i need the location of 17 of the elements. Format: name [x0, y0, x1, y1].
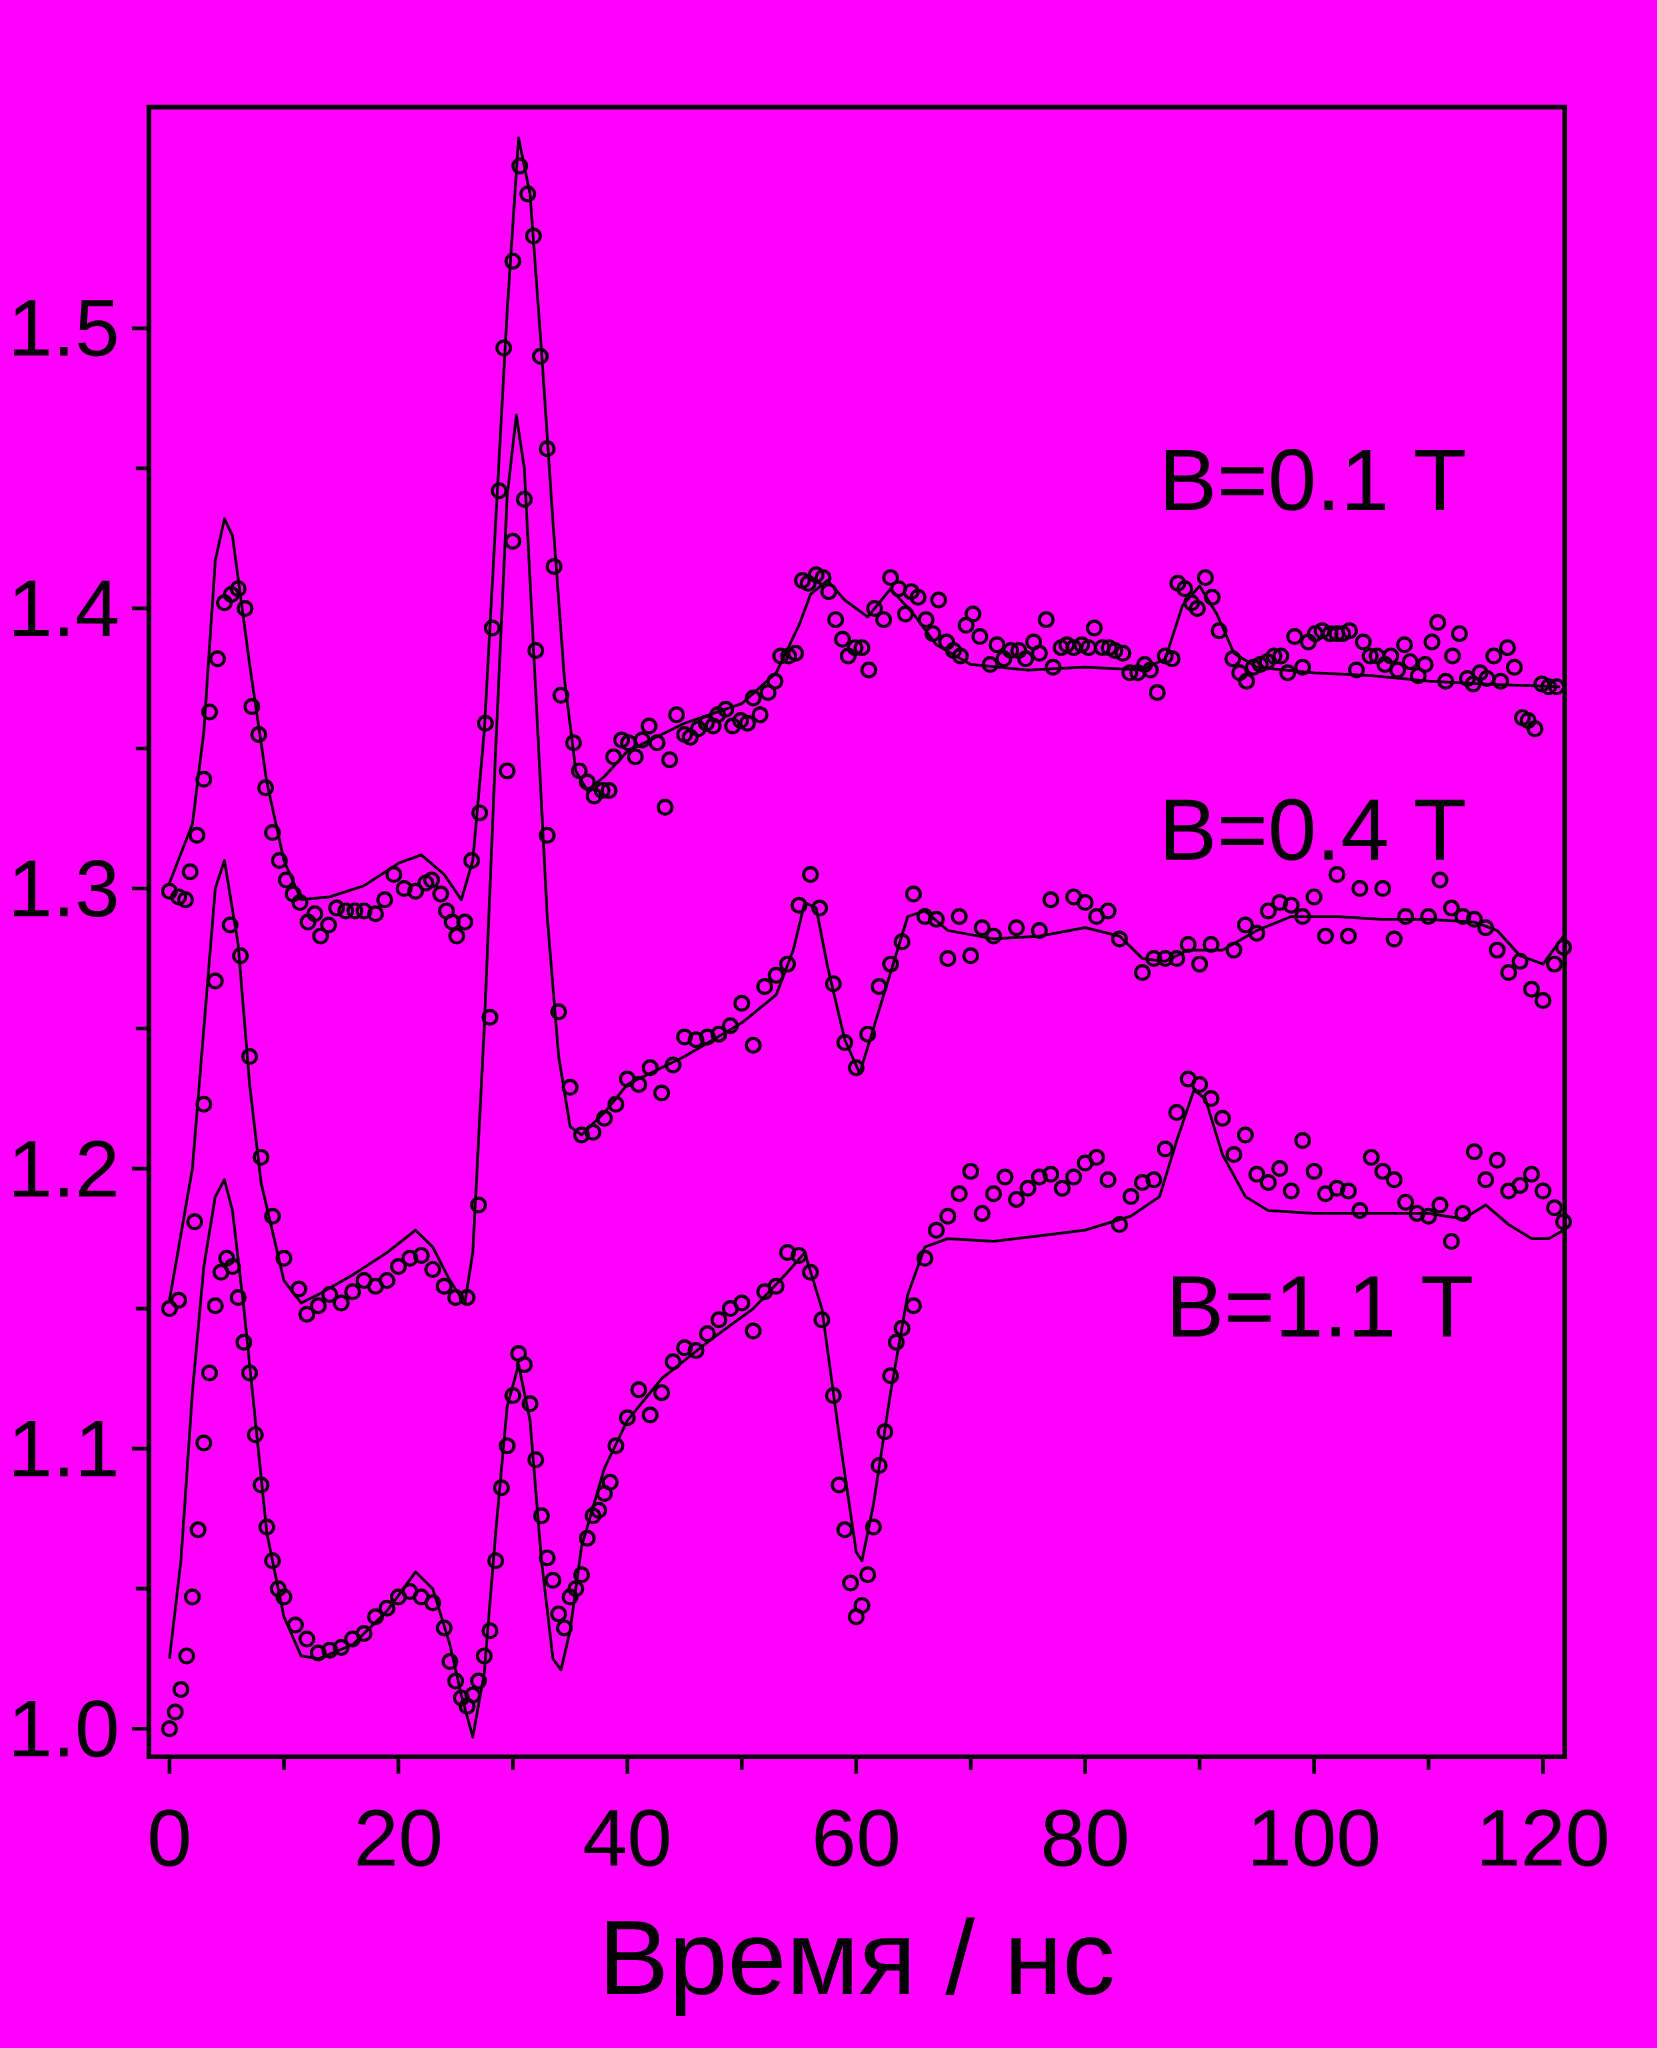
y-tick-label: 1.0: [13, 1700, 117, 1758]
x-tick-label: 60: [815, 1809, 898, 1867]
y-tick-label: 1.2: [13, 1140, 116, 1197]
x-tick-label: 0: [150, 1809, 189, 1867]
x-axis-title: Время / нс: [606, 1917, 1113, 2016]
y-tick-label: 1.3: [13, 860, 116, 917]
x-tick-label: 120: [1481, 1809, 1607, 1867]
series-label: B=0.4 T: [1165, 798, 1465, 861]
y-tick-label: 1.4: [13, 580, 118, 637]
x-tick-label: 100: [1252, 1809, 1378, 1867]
y-tick-label: 1.1: [13, 1420, 116, 1477]
x-tick-label: 80: [1043, 1809, 1127, 1867]
x-tick-label: 40: [584, 1809, 669, 1867]
x-tick-label: 20: [357, 1809, 440, 1867]
series-label: B=1.1 T: [1172, 1276, 1472, 1337]
y-tick-label: 1.5: [13, 300, 117, 357]
series-label: B=0.1 T: [1165, 449, 1465, 511]
